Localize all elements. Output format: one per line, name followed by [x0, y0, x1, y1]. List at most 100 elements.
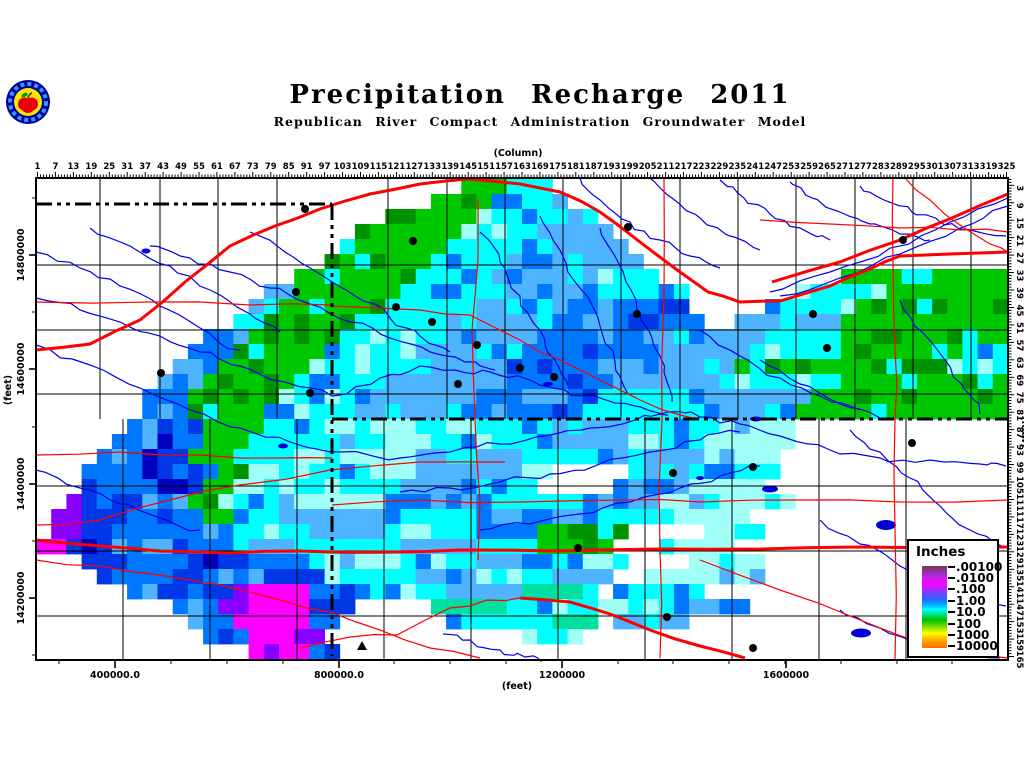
town-dot	[473, 341, 481, 349]
axis-tick-label: 51	[1014, 322, 1024, 334]
axis-tick-label: 109	[352, 162, 370, 172]
axis-tick-label: 19	[85, 162, 97, 172]
axis-tick-label: 31	[121, 162, 133, 172]
axis-tick-label: 37	[139, 162, 151, 172]
legend-tick-label: 1.00	[948, 594, 986, 608]
axis-tick-label: 14600000	[16, 342, 27, 395]
axis-tick-label: 133	[423, 162, 441, 172]
axis-tick-label: 39	[1014, 287, 1024, 299]
town-dot	[823, 344, 831, 352]
axis-tick-label: 14400000	[16, 457, 27, 510]
axis-tick-label: 55	[193, 162, 205, 172]
town-dot	[574, 544, 582, 552]
axis-tick-label: 67	[229, 162, 241, 172]
axis-tick-label: 75	[1014, 392, 1024, 404]
axis-tick-label: 147	[1014, 598, 1024, 616]
town-dot	[516, 364, 524, 372]
axis-tick-label: 33	[1014, 270, 1024, 282]
axis-tick-label: 301	[926, 162, 944, 172]
legend-tick-label: 100	[948, 617, 981, 631]
axis-tick-label: 400000.0	[90, 670, 140, 681]
legend-title: Inches	[916, 544, 966, 560]
axis-tick-label: 295	[908, 162, 926, 172]
axis-tick-label: 163	[513, 162, 531, 172]
axis-tick-label: 115	[370, 162, 388, 172]
axis-tick-label: 169	[531, 162, 549, 172]
legend-tick-label: 1000	[948, 628, 989, 642]
axis-tick-label: 14200000	[16, 571, 27, 624]
axis-tick-label: 141	[1014, 581, 1024, 599]
axis-tick-label: (Row)	[1019, 416, 1024, 447]
page-subtitle: Republican River Compact Administration …	[273, 114, 807, 129]
axis-tick-label: 159	[1014, 633, 1024, 651]
rrca-logo	[5, 79, 51, 125]
axis-tick-label: 181	[567, 162, 585, 172]
town-dot	[749, 644, 757, 652]
axis-tick-label: 127	[405, 162, 423, 172]
town-dot	[306, 389, 314, 397]
axis-tick-label: 151	[477, 162, 495, 172]
town-dot	[409, 237, 417, 245]
apple-stem	[27, 92, 33, 99]
axis-tick-label: 325	[998, 162, 1016, 172]
axis-tick-label: 271	[836, 162, 854, 172]
town-dot	[669, 469, 677, 477]
axis-tick-label: 49	[175, 162, 187, 172]
lakes-layer	[141, 248, 896, 638]
state-lines-layer	[36, 202, 1008, 656]
axis-tick-label: 43	[157, 162, 169, 172]
axis-tick-label: 129	[1014, 546, 1024, 564]
town-dot	[899, 236, 907, 244]
axis-tick-label: 193	[603, 162, 621, 172]
axis-tick-label: 241	[746, 162, 764, 172]
axis-tick-label: 135	[1014, 563, 1024, 581]
axis-ticks-and-labels: 1 7 13 19 25 31 37 43 49 55 61 67 73 79 85 91 97 103 109 11…	[3, 148, 1024, 692]
town-dot	[392, 303, 400, 311]
page-title: Precipitation Recharge 2011	[289, 80, 791, 110]
legend: Inches .00100.0100.100 1.00 10.0 100 1000 100…	[907, 539, 1002, 658]
axis-tick-label: 277	[854, 162, 872, 172]
axis-tick-label: 87	[1014, 427, 1024, 439]
town-dot	[663, 613, 671, 621]
axis-tick-label: 175	[549, 162, 567, 172]
axis-tick-label: (feet)	[3, 375, 14, 405]
town-dot	[749, 463, 757, 471]
rrca-logo-image	[6, 80, 50, 124]
axis-tick-label: 800000.0	[314, 670, 364, 681]
axis-tick-label: 1200000	[539, 670, 586, 681]
axis-tick-label: 153	[1014, 616, 1024, 634]
town-dot	[428, 318, 436, 326]
axis-tick-label: 7	[52, 162, 58, 172]
legend-tick-label: .00100	[948, 560, 1002, 574]
axis-tick-label: 13	[67, 162, 79, 172]
axis-tick-label: 283	[872, 162, 890, 172]
town-dot	[809, 310, 817, 318]
towns-layer	[157, 205, 916, 652]
axis-tick-label: 45	[1014, 305, 1024, 317]
highways-layer	[35, 177, 1009, 660]
axis-tick-label: 139	[441, 162, 459, 172]
axis-tick-label: 247	[764, 162, 782, 172]
axis-tick-label: 73	[247, 162, 259, 172]
axis-tick-label: 117	[1014, 511, 1024, 529]
axis-tick-label: 205	[639, 162, 657, 172]
town-dot	[550, 373, 558, 381]
axis-tick-label: 85	[283, 162, 295, 172]
axis-tick-label: 61	[211, 162, 223, 172]
legend-tick-label: 10000	[948, 639, 998, 653]
axis-tick-label: 145	[459, 162, 477, 172]
town-dot	[633, 310, 641, 318]
legend-tick-label: .0100	[948, 571, 994, 585]
legend-tick-label: .100	[948, 582, 986, 596]
axis-tick-label: 253	[782, 162, 800, 172]
axis-tick-label: 307	[944, 162, 962, 172]
axis-tick-label: 27	[1014, 252, 1024, 264]
town-dot	[301, 205, 309, 213]
axis-tick-label: 187	[585, 162, 603, 172]
recharge-raster-layer	[36, 179, 1009, 660]
axis-tick-label: 121	[388, 162, 406, 172]
axis-tick-label: 69	[1014, 374, 1024, 386]
legend-colorbar	[922, 566, 947, 648]
axis-tick-label: (feet)	[502, 681, 532, 692]
